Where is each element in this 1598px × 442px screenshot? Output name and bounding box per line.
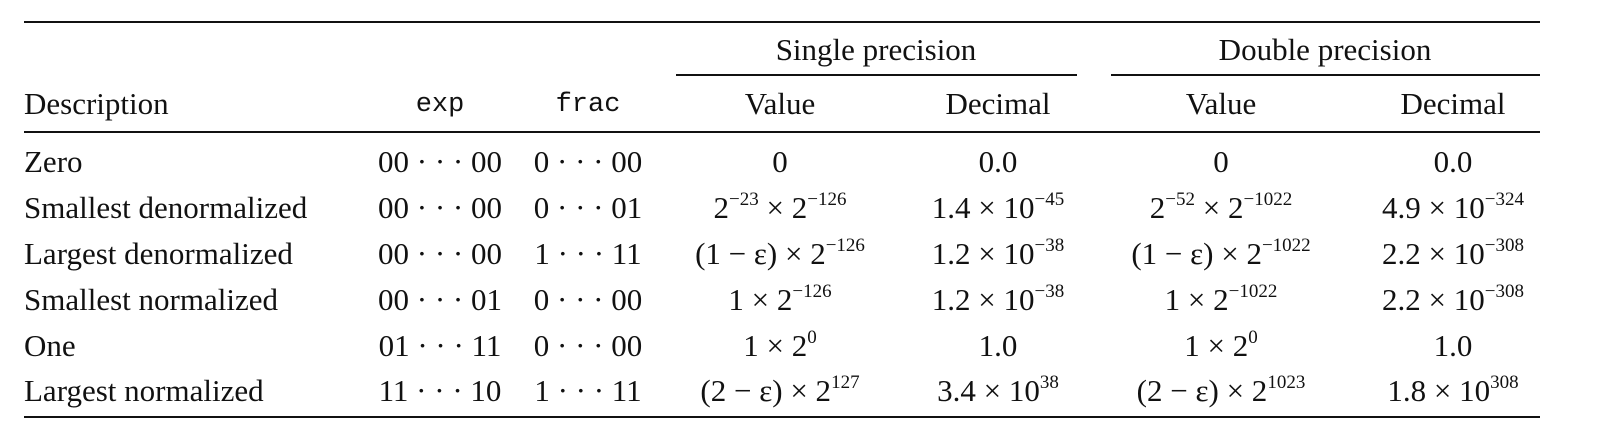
- row-frac: 0 · · · 00: [533, 282, 643, 317]
- row-exp: 00 · · · 00: [378, 236, 502, 271]
- decimal-mantissa: 1.4 × 10: [931, 190, 1035, 225]
- row-double-decimal: 4.9 × 10−324: [1382, 189, 1524, 225]
- row-description: Largest normalized: [24, 373, 264, 408]
- row-description: One: [24, 328, 76, 363]
- decimal-mantissa: 2.2 × 10: [1382, 236, 1485, 271]
- value-base: 1 × 2: [1164, 282, 1229, 317]
- row-double-decimal: 1.8 × 10308: [1387, 372, 1519, 408]
- value-base: 1 × 2: [1184, 328, 1249, 363]
- decimal-exponent: −38: [1034, 235, 1065, 256]
- row-description: Largest denormalized: [24, 236, 293, 271]
- decimal-exponent: 38: [1039, 372, 1059, 393]
- value-base: 2: [713, 190, 730, 225]
- value-exponent: 0: [1248, 327, 1258, 348]
- row-double-decimal: 2.2 × 10−308: [1382, 281, 1524, 317]
- row-single-value: (1 − ε) × 2−126: [695, 235, 865, 271]
- row-double-value: 1 × 2−1022: [1164, 281, 1278, 317]
- row-single-decimal: 3.4 × 1038: [937, 372, 1059, 408]
- row-single-decimal: 1.2 × 10−38: [931, 235, 1065, 271]
- row-single-value: 0: [772, 144, 788, 179]
- col-header-double-value: Value: [1185, 86, 1257, 121]
- col-header-exp: exp: [415, 90, 465, 120]
- row-frac: 1 · · · 11: [534, 236, 642, 271]
- value-exponent: −23: [729, 189, 759, 210]
- header-separator-rule: [24, 131, 1540, 133]
- row-single-decimal: 1.0: [978, 328, 1018, 363]
- row-single-value: (2 − ε) × 2127: [700, 372, 860, 408]
- decimal-exponent: −308: [1484, 235, 1524, 256]
- decimal-mantissa: 1.2 × 10: [931, 236, 1035, 271]
- row-double-decimal: 0.0: [1433, 144, 1473, 179]
- table-top-rule: [24, 21, 1540, 23]
- value-exponent: −1022: [1243, 189, 1293, 210]
- group-header-single: Single precision: [775, 32, 977, 67]
- col-header-single-decimal: Decimal: [945, 86, 1051, 121]
- row-double-value: 0: [1213, 144, 1229, 179]
- col-header-description: Description: [24, 86, 169, 121]
- value-base: (2 − ε) × 2: [700, 373, 832, 408]
- decimal-mantissa: 2.2 × 10: [1382, 282, 1485, 317]
- row-description: Smallest normalized: [24, 282, 278, 317]
- value-base: × 2: [758, 190, 808, 225]
- col-header-single-value: Value: [744, 86, 816, 121]
- col-header-frac: frac: [555, 90, 621, 120]
- row-single-value: 2−23 × 2−126: [713, 189, 847, 225]
- row-double-decimal: 2.2 × 10−308: [1382, 235, 1524, 271]
- value-exponent: 1023: [1267, 372, 1306, 393]
- row-description: Smallest denormalized: [24, 190, 308, 225]
- table-bottom-rule: [24, 416, 1540, 418]
- decimal-mantissa: 3.4 × 10: [937, 373, 1040, 408]
- value-exponent: −1022: [1261, 235, 1311, 256]
- value-exponent: −52: [1165, 189, 1196, 210]
- row-single-decimal: 1.2 × 10−38: [931, 281, 1065, 317]
- row-double-value: (1 − ε) × 2−1022: [1131, 235, 1311, 271]
- decimal-exponent: −45: [1034, 189, 1065, 210]
- decimal-exponent: −324: [1484, 189, 1524, 210]
- value-base: × 2: [1195, 190, 1244, 225]
- decimal-exponent: 308: [1490, 372, 1519, 393]
- decimal-mantissa: 4.9 × 10: [1382, 190, 1485, 225]
- row-frac: 0 · · · 00: [533, 328, 643, 363]
- double-precision-underline: [1111, 74, 1540, 76]
- value-base: 1 × 2: [743, 328, 808, 363]
- row-exp: 00 · · · 00: [378, 144, 502, 179]
- col-header-double-decimal: Decimal: [1400, 86, 1506, 121]
- row-description: Zero: [24, 144, 83, 179]
- row-exp: 00 · · · 01: [378, 282, 502, 317]
- row-exp: 01 · · · 11: [378, 328, 502, 363]
- value-exponent: −126: [792, 281, 832, 302]
- row-frac: 0 · · · 00: [533, 144, 643, 179]
- single-precision-underline: [676, 74, 1077, 76]
- decimal-mantissa: 1.2 × 10: [931, 282, 1035, 317]
- value-base: 2: [1149, 190, 1166, 225]
- row-exp: 00 · · · 00: [378, 190, 502, 225]
- group-header-double: Double precision: [1218, 32, 1432, 67]
- value-exponent: 127: [831, 372, 860, 393]
- row-single-decimal: 0.0: [978, 144, 1018, 179]
- value-base: (1 − ε) × 2: [1131, 236, 1262, 271]
- decimal-exponent: −38: [1034, 281, 1065, 302]
- row-frac: 1 · · · 11: [534, 373, 642, 408]
- row-double-value: (2 − ε) × 21023: [1136, 372, 1306, 408]
- value-exponent: −126: [807, 189, 847, 210]
- row-double-decimal: 1.0: [1433, 328, 1473, 363]
- decimal-mantissa: 1.8 × 10: [1387, 373, 1491, 408]
- decimal-exponent: −308: [1484, 281, 1524, 302]
- row-single-decimal: 1.4 × 10−45: [931, 189, 1065, 225]
- row-double-value: 2−52 × 2−1022: [1149, 189, 1293, 225]
- row-single-value: 1 × 2−126: [728, 281, 832, 317]
- row-frac: 0 · · · 01: [533, 190, 643, 225]
- value-base: 1 × 2: [728, 282, 793, 317]
- value-exponent: −1022: [1228, 281, 1278, 302]
- row-single-value: 1 × 20: [743, 327, 817, 363]
- value-base: (2 − ε) × 2: [1136, 373, 1268, 408]
- value-exponent: 0: [807, 327, 817, 348]
- row-double-value: 1 × 20: [1184, 327, 1258, 363]
- value-exponent: −126: [825, 235, 865, 256]
- value-base: (1 − ε) × 2: [695, 236, 826, 271]
- row-exp: 11 · · · 10: [378, 373, 502, 408]
